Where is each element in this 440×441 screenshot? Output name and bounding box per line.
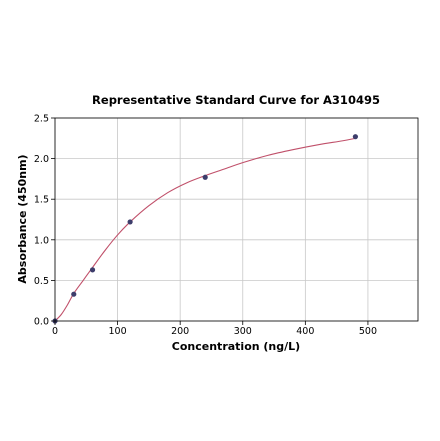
data-point [89, 267, 96, 273]
x-axis-ticks: 0 100 200 300 400 500 [52, 321, 377, 337]
y-tick-label: 0.5 [34, 276, 49, 287]
y-tick-label: 1.0 [34, 235, 49, 246]
plot-frame [54, 117, 419, 322]
grid-lines [54, 117, 418, 322]
data-points [52, 134, 359, 324]
y-tick-label: 2.0 [34, 154, 49, 165]
y-tick-label: 1.5 [34, 195, 49, 206]
x-tick-label: 300 [234, 326, 252, 337]
x-tick-label: 100 [109, 326, 127, 337]
x-tick-label: 200 [171, 326, 189, 337]
fit-curve-layer [54, 137, 356, 322]
data-point [71, 291, 77, 297]
data-point [202, 174, 208, 180]
x-tick-label: 0 [52, 326, 58, 337]
chart-title: Representative Standard Curve for A31049… [92, 93, 380, 107]
y-tick-label: 0.0 [34, 317, 49, 328]
data-point [127, 219, 133, 225]
fit-curve-line [54, 137, 356, 322]
data-point [352, 134, 359, 140]
x-tick-label: 500 [359, 326, 377, 337]
y-axis-ticks: 0.0 0.5 1.0 1.5 2.0 2.5 [34, 114, 55, 328]
y-tick-label: 2.5 [34, 114, 49, 125]
x-axis-label: Concentration (ng/L) [172, 340, 300, 353]
x-tick-label: 400 [296, 326, 314, 337]
y-axis-label: Absorbance (450nm) [16, 154, 29, 283]
